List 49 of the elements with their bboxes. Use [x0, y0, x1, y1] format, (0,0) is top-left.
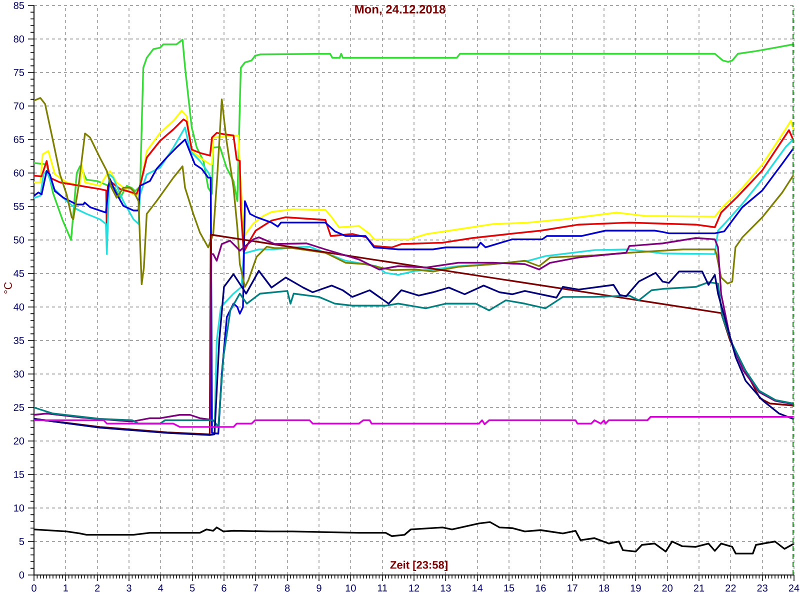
x-tick-label: 23: [757, 584, 768, 592]
x-tick-label: 3: [126, 584, 132, 592]
x-tick-label: 13: [440, 584, 451, 592]
line-series: [34, 416, 794, 428]
y-tick-label: 80: [14, 35, 24, 43]
x-tick-label: 8: [284, 584, 290, 592]
x-tick-label: 24: [788, 584, 800, 592]
y-tick-label: 30: [14, 370, 24, 378]
x-tick-label: 12: [409, 584, 420, 592]
x-axis-title: Zeit [23:58]: [390, 560, 448, 571]
x-tick-label: 7: [253, 584, 258, 592]
x-tick-label: 22: [726, 584, 736, 592]
y-tick-label: 55: [14, 203, 24, 210]
x-tick-label: 18: [599, 584, 610, 592]
y-axis-title: °C: [4, 282, 12, 294]
x-tick-label: 17: [568, 584, 578, 592]
y-tick-label: 5: [19, 538, 24, 545]
x-tick-label: 10: [346, 584, 356, 592]
x-tick-label: 1: [64, 584, 68, 592]
x-tick-label: 5: [190, 584, 195, 592]
x-tick-label: 2: [95, 584, 100, 592]
y-tick-label: 25: [14, 404, 24, 412]
x-tick-label: 9: [316, 584, 322, 592]
x-tick-label: 11: [378, 584, 388, 592]
x-tick-label: 15: [504, 584, 514, 592]
x-tick-label: 20: [662, 584, 673, 592]
chart-title: Mon, 24.12.2018: [355, 5, 446, 16]
y-tick-label: 50: [14, 236, 24, 244]
line-series: [34, 38, 794, 241]
x-tick-label: 16: [536, 584, 546, 592]
y-tick-label: 20: [14, 437, 24, 445]
y-tick-label: 35: [14, 336, 24, 344]
x-tick-label: 19: [630, 584, 641, 592]
x-tick-label: 14: [472, 584, 483, 592]
x-tick-label: 4: [158, 584, 164, 592]
x-tick-label: 6: [222, 584, 226, 592]
y-tick-label: 40: [14, 303, 24, 311]
y-tick-label: 60: [14, 169, 24, 177]
y-tick-label: 70: [14, 102, 24, 110]
y-tick-label: 85: [14, 2, 24, 10]
y-tick-label: 45: [14, 270, 24, 277]
y-tick-label: 65: [14, 136, 24, 144]
y-tick-label: 10: [14, 504, 24, 512]
y-tick-label: 75: [14, 69, 24, 76]
y-tick-label: 0: [19, 571, 24, 579]
x-tick-label: 21: [694, 584, 704, 592]
line-series: [34, 97, 794, 288]
x-tick-label: 0: [32, 584, 36, 592]
y-tick-label: 15: [14, 471, 24, 478]
